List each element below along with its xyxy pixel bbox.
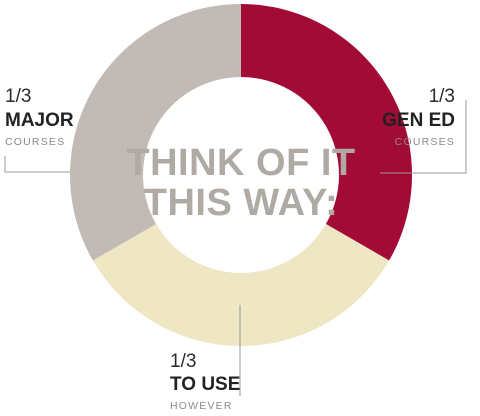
slice-label-to-use: 1/3 TO USE HOWEVER [170, 305, 241, 412]
leader-line [380, 100, 467, 174]
donut-slice-to-use [92, 224, 390, 346]
donut-slices [69, 4, 412, 346]
chart-title-line-2: THIS WAY: [144, 182, 339, 224]
slice-label: TO USE [170, 374, 240, 395]
slice-fraction: 1/3 [170, 351, 196, 372]
chart-title-line-1: THINK OF IT [126, 142, 355, 184]
slice-label-major: 1/3 MAJOR COURSES [4, 86, 74, 173]
slice-fraction: 1/3 [429, 86, 455, 107]
leader-line [4, 156, 70, 173]
donut-slice-major [69, 4, 241, 261]
slice-sublabel: HOWEVER [170, 400, 233, 412]
slice-label: MAJOR [5, 110, 74, 131]
donut-slice-gen-ed [241, 4, 412, 261]
slice-label: GEN ED [382, 110, 455, 131]
slice-label-gen-ed: 1/3 GEN ED COURSES [380, 86, 467, 174]
slice-sublabel: COURSES [5, 136, 65, 148]
slice-sublabel: COURSES [395, 136, 455, 148]
slice-fraction: 1/3 [5, 86, 31, 107]
